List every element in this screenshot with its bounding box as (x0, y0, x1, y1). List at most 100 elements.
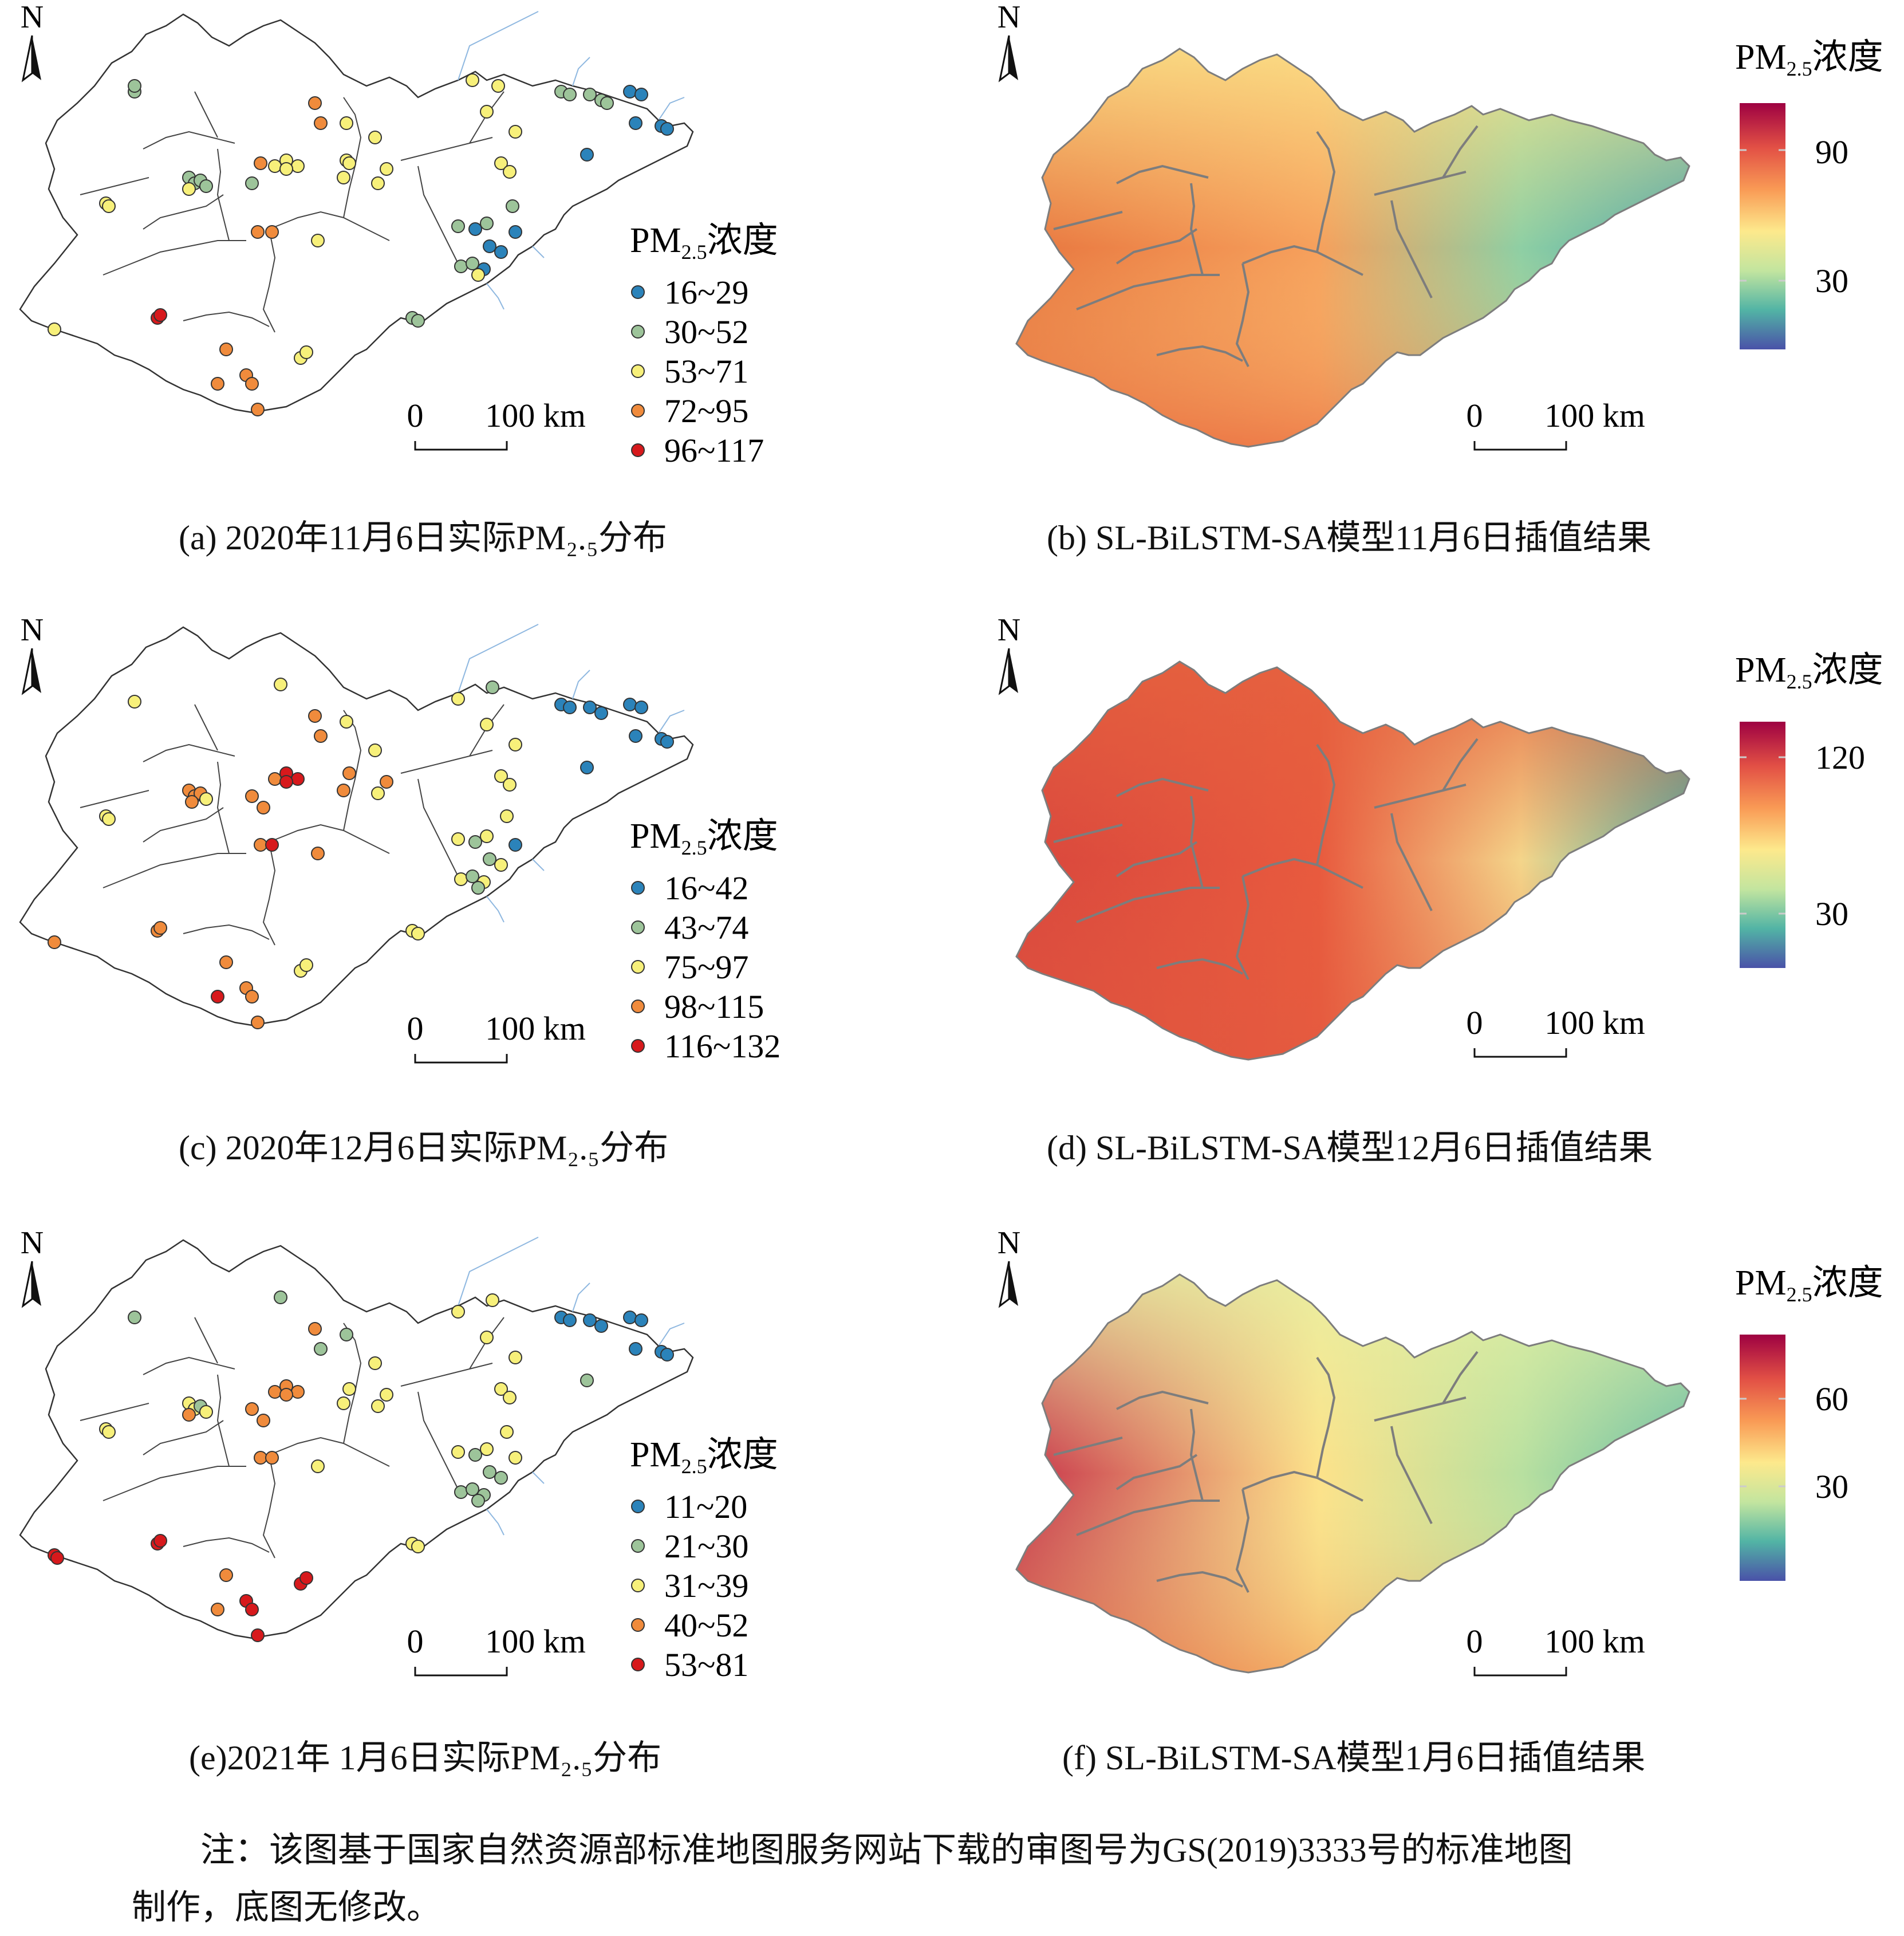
station-marker (629, 729, 642, 743)
station-marker (219, 343, 233, 356)
station-marker (265, 1451, 279, 1465)
legend-title: PM2.5浓度 (630, 817, 778, 859)
station-marker (468, 835, 482, 849)
station-marker (274, 1290, 287, 1304)
station-marker (153, 1534, 167, 1548)
station-marker (340, 116, 353, 130)
station-marker (411, 1540, 425, 1553)
colorbar-title: PM2.5浓度 (1735, 38, 1883, 80)
north-arrow: N (998, 613, 1020, 695)
station-marker (494, 1471, 508, 1485)
station-marker (102, 1425, 116, 1439)
north-arrow: N (998, 1226, 1020, 1308)
legend-swatch (631, 1539, 645, 1553)
station-marker (380, 1388, 393, 1402)
station-marker (480, 217, 494, 230)
station-marker (337, 1396, 350, 1410)
legend-label: 98~115 (664, 988, 764, 1025)
station-marker (583, 701, 597, 714)
station-marker (660, 1348, 674, 1362)
station-marker (594, 706, 608, 720)
scale-bar-zero: 0 (407, 397, 424, 434)
station-marker (471, 881, 485, 895)
station-marker (279, 775, 293, 789)
station-marker (371, 1399, 385, 1413)
station-marker (219, 1568, 233, 1582)
station-marker (623, 698, 637, 711)
station-marker (48, 322, 61, 336)
station-marker (594, 1319, 608, 1333)
station-marker (451, 1305, 465, 1319)
station-marker (454, 872, 468, 886)
legend-swatch (631, 1000, 645, 1013)
station-marker (580, 761, 594, 774)
station-marker (368, 131, 382, 144)
north-arrow-label: N (21, 1226, 44, 1261)
legend-swatch (631, 1500, 645, 1513)
station-marker (279, 1388, 293, 1402)
legend-swatch (631, 1618, 645, 1632)
legend-swatch (631, 881, 645, 895)
station-marker (491, 79, 505, 93)
station-marker (211, 1603, 224, 1616)
scale-bar: 0 100 km (407, 1010, 586, 1064)
colorbar-tick-high: 90 (1815, 133, 1848, 171)
station-marker (471, 1494, 485, 1508)
station-marker (371, 176, 385, 190)
panel-c: N 0 100 km PM2.5浓度 16~42 43~74 75~97 98~115… (0, 613, 905, 1186)
station-marker (629, 1342, 642, 1356)
province-map (19, 1236, 694, 1639)
station-marker (486, 680, 499, 694)
legend-swatch (631, 325, 645, 339)
station-marker (254, 156, 267, 170)
province-outline (1015, 1273, 1690, 1674)
province-map (19, 10, 694, 414)
station-marker (480, 1442, 494, 1456)
scale-bar: 0 100 km (407, 397, 586, 451)
legend-swatch (631, 443, 645, 457)
north-arrow-label: N (998, 613, 1020, 648)
interpolated-surface (1015, 660, 1690, 1061)
legend-label: 40~52 (664, 1607, 748, 1644)
station-marker (471, 268, 485, 282)
station-marker (483, 1465, 496, 1479)
station-marker (314, 116, 328, 130)
scale-bar: 0 100 km (407, 1623, 586, 1677)
station-marker (466, 869, 479, 883)
station-marker (508, 738, 522, 751)
station-marker (102, 812, 116, 826)
caption-e: (e)2021年 1月6日实际PM₂.₅分布 (189, 1739, 662, 1777)
monitoring-stations (48, 1290, 674, 1642)
scale-bar-label: 100 km (1544, 1623, 1645, 1660)
colorbar-tick-high: 120 (1815, 739, 1865, 776)
station-marker (486, 1293, 499, 1307)
surface-shading (1016, 1274, 1689, 1673)
station-marker (299, 345, 313, 359)
station-marker (634, 88, 648, 101)
station-marker (466, 1482, 479, 1496)
district-boundaries (1053, 125, 1479, 367)
province-map (19, 623, 694, 1026)
legend-label: 53~71 (664, 353, 748, 390)
colorbar-title: PM2.5浓度 (1735, 651, 1883, 693)
legend-label: 43~74 (664, 909, 748, 946)
legend-title: PM2.5浓度 (630, 221, 778, 263)
station-marker (245, 1402, 259, 1416)
scale-bar: 0 100 km (1467, 397, 1645, 451)
station-marker (508, 125, 522, 139)
station-marker (50, 1551, 64, 1565)
station-marker (368, 1356, 382, 1370)
station-marker (508, 225, 522, 239)
station-marker (337, 784, 350, 797)
panel-e-map: N 0 100 km PM2.5浓度 11~2021~3031~3940~525… (19, 1226, 778, 1683)
station-marker (211, 377, 224, 391)
station-marker (503, 778, 517, 792)
colorbar-tick-low: 30 (1815, 895, 1848, 932)
station-marker (583, 1313, 597, 1327)
north-arrow: N (21, 1226, 44, 1308)
legend-label: 11~20 (664, 1488, 747, 1525)
legend-swatch (631, 1039, 645, 1053)
